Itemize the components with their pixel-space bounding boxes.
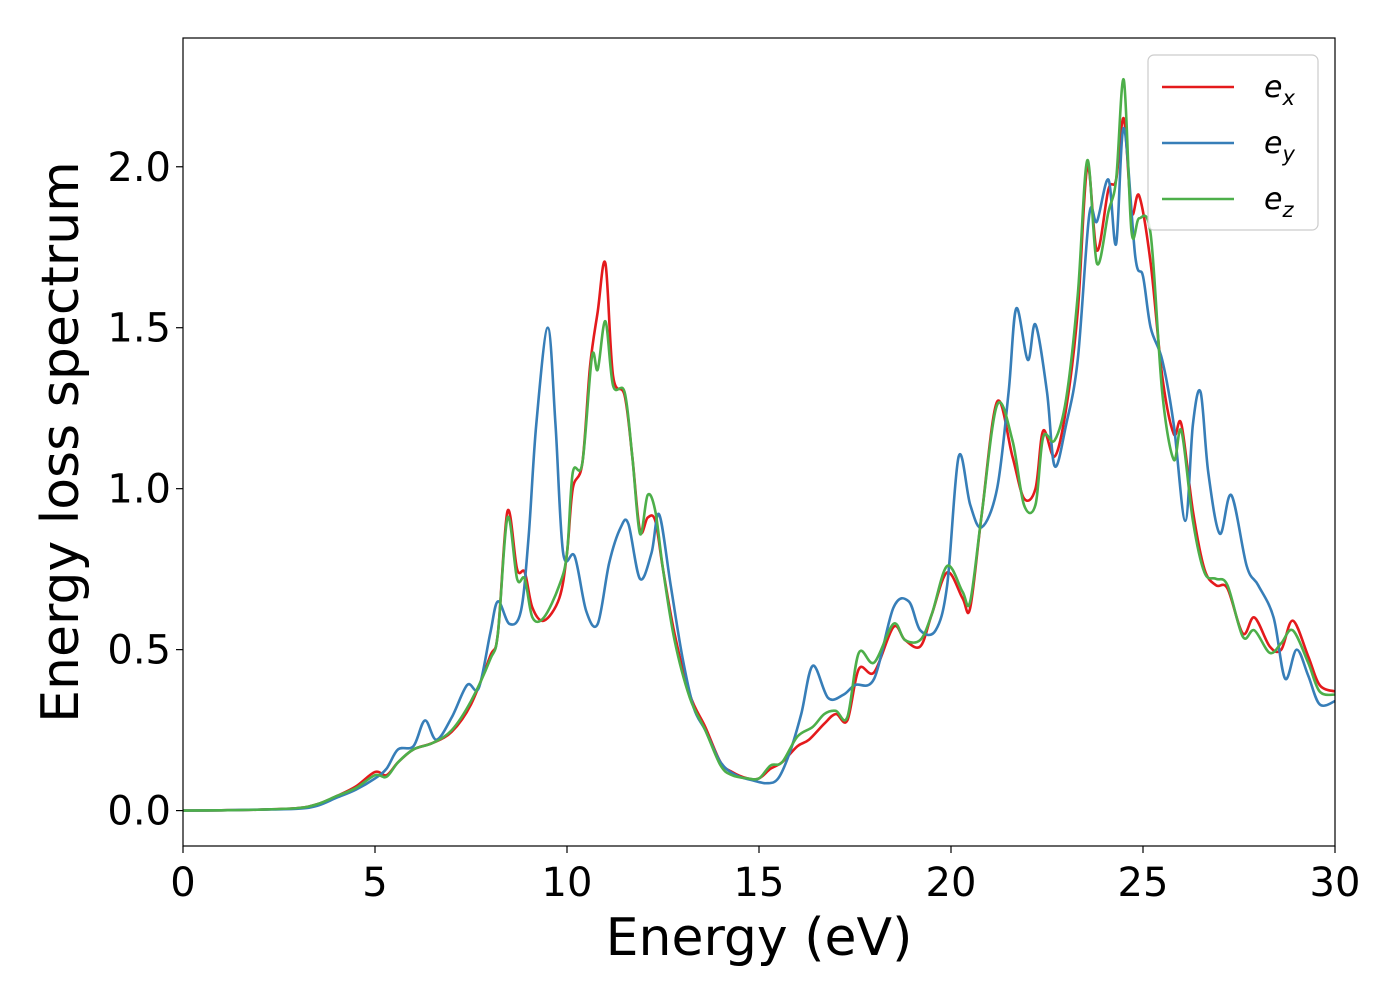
legend-label: ex <box>1264 70 1295 110</box>
x-tick-label: 30 <box>1310 860 1361 906</box>
x-tick-label: 25 <box>1118 860 1169 906</box>
y-tick-label: 2.0 <box>107 145 171 191</box>
x-tick-label: 5 <box>362 860 387 906</box>
x-tick-label: 20 <box>926 860 977 906</box>
x-tick-label: 0 <box>170 860 195 906</box>
x-tick-label: 15 <box>734 860 785 906</box>
series-line-ez <box>183 78 1335 812</box>
x-axis-label: Energy (eV) <box>606 908 913 968</box>
series-line-ey <box>183 126 1335 812</box>
y-tick-label: 1.0 <box>107 467 171 513</box>
legend: ex ey ez <box>1147 54 1319 231</box>
legend-label: ez <box>1264 182 1294 222</box>
series-layer <box>183 78 1335 812</box>
legend-label: ey <box>1264 126 1295 166</box>
x-tick-label: 10 <box>542 860 593 906</box>
y-tick-label: 0.0 <box>107 789 171 835</box>
y-tick-label: 0.5 <box>107 628 171 674</box>
y-axis-label: Energy loss spectrum <box>31 161 91 723</box>
tick-layer: 0 5 10 15 20 25 30 0.0 0.5 1.0 1.5 2.0 <box>107 145 1360 906</box>
y-tick-label: 1.5 <box>107 306 171 352</box>
